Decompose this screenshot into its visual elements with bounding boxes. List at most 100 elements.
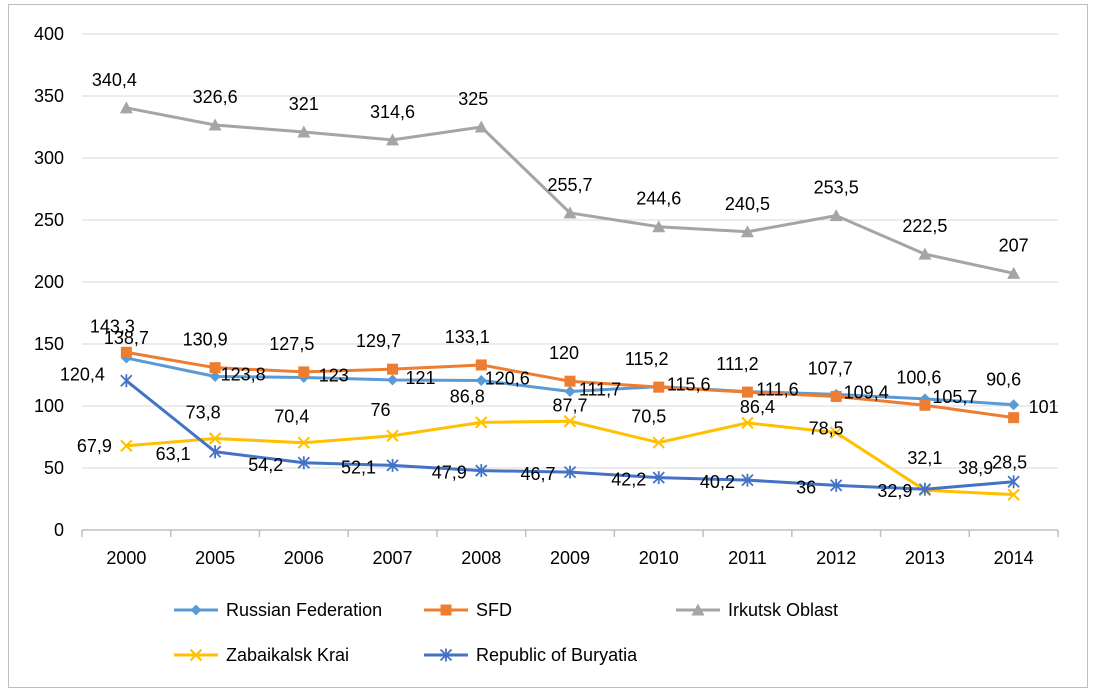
data-label: 78,5: [809, 419, 844, 439]
data-point: [829, 426, 843, 439]
data-label: 314,6: [370, 102, 415, 122]
data-label: 111,6: [756, 380, 798, 400]
data-point: [1008, 399, 1020, 411]
data-label: 86,4: [740, 397, 775, 417]
data-point: [1008, 412, 1020, 424]
data-point: [652, 220, 666, 233]
data-point: [474, 120, 488, 133]
data-point: [120, 374, 133, 388]
x-tick-label: 2008: [461, 548, 501, 568]
data-label: 143,3: [90, 316, 135, 336]
data-point: [1007, 488, 1020, 501]
data-point: [120, 346, 132, 358]
data-point: [386, 458, 399, 472]
data-point: [475, 374, 487, 386]
data-point: [918, 482, 932, 496]
x-tick-label: 2007: [373, 548, 413, 568]
data-point: [653, 381, 665, 393]
data-label: 121: [406, 368, 436, 388]
data-label: 70,5: [631, 407, 666, 427]
data-point: [919, 399, 931, 411]
data-point: [691, 603, 705, 616]
data-label: 222,5: [902, 216, 947, 236]
y-tick-label: 250: [34, 210, 64, 230]
data-label: 101: [1029, 397, 1059, 417]
data-point: [564, 375, 576, 387]
y-tick-label: 50: [44, 458, 64, 478]
data-point: [652, 436, 665, 449]
y-tick-label: 300: [34, 148, 64, 168]
x-tick-label: 2011: [728, 548, 767, 568]
data-label: 100,6: [896, 367, 941, 387]
data-label: 127,5: [269, 334, 314, 354]
data-point: [386, 133, 400, 146]
data-label: 52,1: [341, 457, 376, 477]
legend-item: Irkutsk Oblast: [676, 600, 838, 620]
data-point: [740, 225, 754, 238]
y-tick-label: 400: [34, 24, 64, 44]
data-label: 255,7: [547, 175, 592, 195]
data-label: 42,2: [611, 470, 646, 490]
data-point: [475, 359, 487, 371]
data-point: [918, 247, 932, 260]
data-label: 107,7: [808, 358, 853, 378]
data-point: [475, 464, 488, 478]
data-label: 109,4: [844, 382, 889, 402]
series-republic-of-buryatia: [120, 374, 1020, 496]
data-point: [741, 386, 753, 398]
x-tick-label: 2005: [195, 548, 235, 568]
data-label: 340,4: [92, 70, 137, 90]
data-point: [440, 604, 452, 616]
data-label: 325: [458, 89, 488, 109]
data-point: [563, 206, 577, 219]
legend-label: Russian Federation: [226, 600, 382, 620]
data-point: [387, 363, 399, 375]
data-point: [297, 125, 311, 138]
x-tick-label: 2006: [284, 548, 324, 568]
data-label: 73,8: [186, 402, 221, 422]
data-label: 253,5: [814, 178, 859, 198]
data-label: 111,2: [716, 354, 758, 374]
data-label: 38,9: [958, 458, 993, 478]
data-label: 123: [319, 365, 349, 385]
data-label: 133,1: [445, 327, 490, 347]
data-label: 105,7: [932, 387, 977, 407]
data-point: [298, 366, 310, 378]
data-point: [386, 429, 399, 442]
legend-item: SFD: [424, 600, 512, 620]
chart-frame: [8, 4, 1088, 688]
x-axis: 2000 2005 2006 2007 2008 2009 2010 2011 2012 2013…: [81, 529, 1059, 568]
legend-item: Zabaikalsk Krai: [174, 645, 349, 665]
x-tick-label: 2014: [994, 548, 1034, 568]
data-label: 240,5: [725, 194, 770, 214]
data-point: [741, 473, 754, 487]
legend-item: Republic of Buryatia: [424, 645, 638, 665]
x-tick-label: 2013: [905, 548, 945, 568]
data-point: [741, 416, 754, 430]
series-sfd: [120, 346, 1020, 424]
y-tick-label: 100: [34, 396, 64, 416]
data-point: [209, 362, 221, 374]
legend: Russian Federation SFD Irkutsk Oblast Zabai…: [174, 600, 838, 665]
data-label: 47,9: [432, 463, 467, 483]
data-label: 32,1: [907, 448, 942, 468]
data-label: 76: [371, 400, 391, 420]
y-axis: 0 50 100 150 200 250 300 350 400: [34, 24, 64, 540]
data-label: 36: [796, 477, 816, 497]
data-label: 86,8: [450, 386, 485, 406]
data-label: 207: [999, 235, 1029, 255]
data-label: 244,6: [636, 189, 681, 209]
data-point: [475, 416, 488, 429]
data-point: [830, 390, 842, 402]
data-label: 326,6: [193, 87, 238, 107]
data-label: 321: [289, 94, 319, 114]
data-point: [829, 209, 843, 222]
data-label: 115,6: [667, 375, 711, 395]
data-point: [564, 385, 576, 397]
data-point: [830, 478, 843, 492]
data-label: 87,7: [552, 395, 587, 415]
data-point: [297, 456, 310, 470]
x-tick-label: 2000: [106, 548, 146, 568]
data-point: [1007, 475, 1020, 489]
data-label: 46,7: [520, 464, 555, 484]
